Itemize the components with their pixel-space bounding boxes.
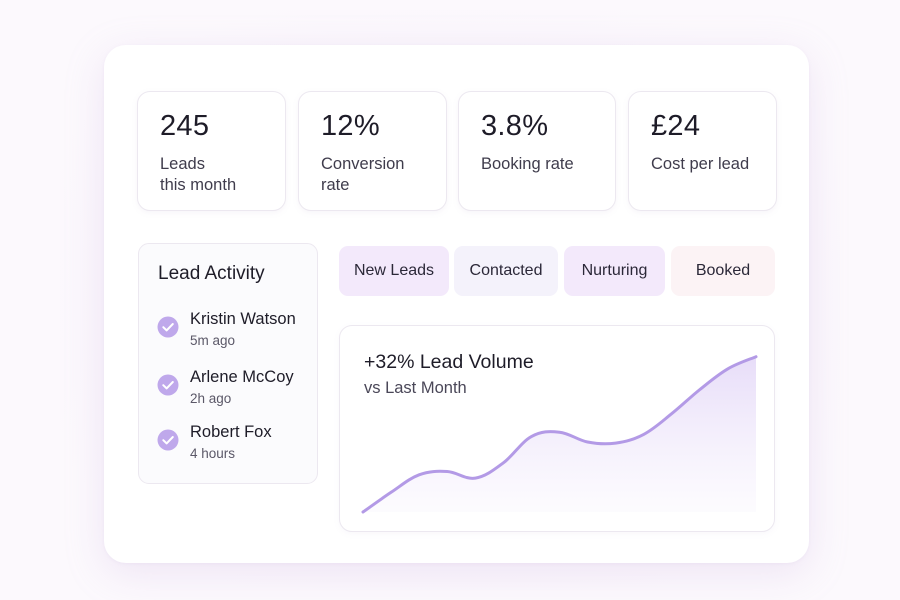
stat-value: 245 [160, 110, 210, 142]
stat-value: 12% [321, 110, 380, 142]
stat-value: 3.8% [481, 110, 549, 142]
chart-area-fill [363, 356, 756, 512]
tab-nurturing[interactable]: Nurturing [564, 246, 665, 296]
stat-label: Conversion rate [321, 155, 405, 194]
stat-label: Cost per lead [651, 155, 750, 173]
tab-new-leads[interactable]: New Leads [339, 246, 449, 296]
chart-series-line [361, 355, 758, 514]
activity-name: Kristin Watson [190, 310, 296, 328]
chart-headline: +32% Lead Volume [364, 351, 534, 373]
stat-card-cost: £24 Cost per lead [628, 91, 777, 211]
stat-card-leads: 245 Leads this month [137, 91, 286, 211]
lead-activity-title: Lead Activity [158, 263, 265, 284]
check-circle-icon [157, 374, 179, 396]
stat-card-conversion: 12% Conversion rate [298, 91, 447, 211]
stat-label: Booking rate [481, 155, 574, 173]
activity-name: Arlene McCoy [190, 368, 294, 386]
stat-label: Leads this month [160, 155, 237, 194]
activity-time: 4 hours [190, 446, 236, 461]
tab-booked[interactable]: Booked [671, 246, 775, 296]
activity-time: 5m ago [190, 333, 236, 348]
stat-card-booking: 3.8% Booking rate [458, 91, 616, 211]
activity-time: 2h ago [190, 391, 232, 406]
lead-activity-panel: Lead Activity Kristin Watson 5m ago Arle… [138, 243, 318, 484]
lead-volume-chart [361, 355, 758, 514]
lead-volume-chart-card: +32% Lead Volume vs Last Month [339, 325, 775, 532]
check-circle-icon [157, 429, 179, 451]
tab-contacted[interactable]: Contacted [454, 246, 558, 296]
stat-value: £24 [651, 110, 701, 142]
activity-name: Robert Fox [190, 423, 272, 441]
chart-subtitle: vs Last Month [364, 379, 467, 397]
check-circle-icon [157, 316, 179, 338]
